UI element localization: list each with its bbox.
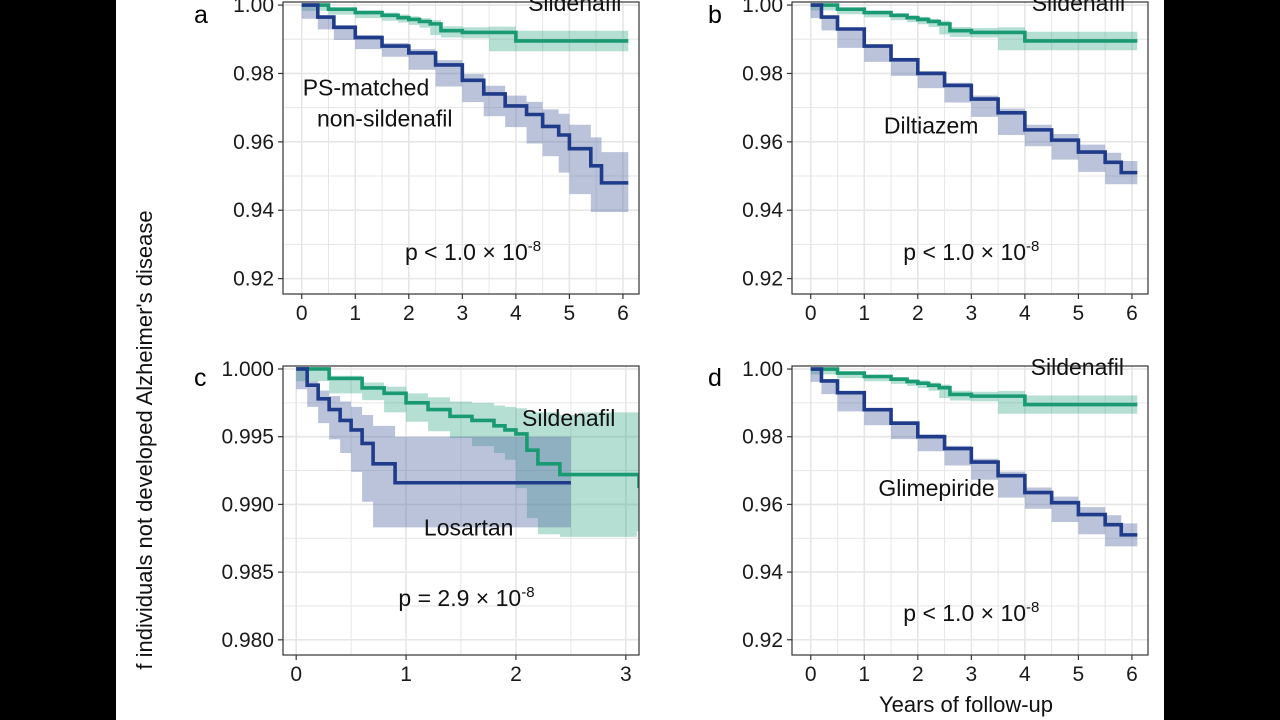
p-value-exponent: -8	[1026, 599, 1039, 616]
x-tick-label: 4	[1019, 663, 1031, 686]
y-tick-label: 0.94	[742, 561, 783, 584]
x-tick-label: 6	[1126, 663, 1138, 686]
plot-frame	[282, 1, 640, 295]
panels-layer: 0 1 2 3 4 5 6 1.00 0.98 0.96 0.94 0.92 a Sildenafil PS…	[194, 0, 1149, 686]
plot-content	[296, 367, 639, 537]
comparator-curve	[296, 367, 571, 485]
x-tick-label: 1	[858, 663, 870, 686]
sildenafil-curve	[810, 3, 1138, 43]
curve-label: Glimepiride	[878, 475, 994, 501]
x-tick-label: 2	[510, 663, 522, 686]
x-axis-title: Years of follow-up	[879, 692, 1053, 717]
y-tick-label: 0.98	[233, 62, 274, 85]
sildenafil-curve	[810, 367, 1138, 407]
x-tick-label: 6	[1126, 302, 1138, 325]
panel-letter: c	[194, 364, 207, 392]
plot-background	[792, 2, 1148, 294]
x-tick-label: 5	[1073, 663, 1085, 686]
curve-label: Sildenafil	[528, 0, 621, 16]
x-tick-label: 3	[456, 302, 468, 325]
y-tick-label: 0.98	[742, 426, 783, 449]
y-tick-label: 0.96	[742, 131, 783, 154]
x-tick-label: 2	[912, 302, 924, 325]
y-tick-label: 0.92	[742, 629, 783, 652]
y-tick-label: 1.00	[742, 358, 783, 381]
plot-frame	[791, 1, 1149, 295]
panel-a: 0 1 2 3 4 5 6 1.00 0.98 0.96 0.94 0.92 a Sildenafil PS…	[194, 0, 640, 325]
x-tick-label: 4	[510, 302, 522, 325]
curve-label: Sildenafil	[1032, 0, 1125, 16]
p-value-exponent: -8	[528, 238, 541, 255]
km-figure: 0 1 2 3 4 5 6 1.00 0.98 0.96 0.94 0.92 a Sildenafil PS…	[132, 0, 1149, 717]
p-value: p < 1.0 × 10-8	[903, 599, 1039, 626]
curve-label: PS-matched	[303, 75, 430, 101]
p-value-exponent: -8	[1026, 238, 1039, 255]
panel-c: 0 1 2 3 1.000 0.995 0.990 0.985 0.980 c Sildenafil…	[194, 358, 640, 686]
x-tick-label: 2	[912, 663, 924, 686]
curve-label: Losartan	[424, 515, 514, 541]
x-tick-label: 0	[805, 663, 817, 686]
p-value: p = 2.9 × 10-8	[398, 584, 534, 611]
comparator-curve	[301, 3, 629, 185]
p-value: p < 1.0 × 10-8	[405, 238, 541, 265]
y-tick-label: 0.96	[233, 131, 274, 154]
panel-d: 0 1 2 3 4 5 6 1.00 0.98 0.96 0.94 0.92 d Sildenafil Gl…	[708, 354, 1149, 686]
x-tick-label: 1	[400, 663, 412, 686]
plot-content	[810, 367, 1138, 547]
y-tick-label: 0.995	[221, 426, 274, 449]
gridlines	[283, 366, 639, 655]
comparator-ci-band	[296, 368, 571, 528]
y-tick-label: 0.96	[742, 493, 783, 516]
panel-b: 0 1 2 3 4 5 6 1.00 0.98 0.96 0.94 0.92 b Sildenafil Di…	[708, 0, 1149, 325]
panel-letter: b	[708, 1, 722, 29]
x-tick-label: 1	[349, 302, 361, 325]
x-tick-label: 5	[1073, 302, 1085, 325]
y-tick-label: 1.000	[221, 358, 274, 381]
sildenafil-curve	[296, 367, 639, 489]
curve-label: Sildenafil	[522, 405, 615, 431]
plot-frame	[282, 365, 640, 656]
x-tick-label: 5	[564, 302, 576, 325]
y-tick-label: 1.00	[233, 0, 274, 17]
comparator-curve	[810, 367, 1138, 537]
y-tick-label: 0.990	[221, 493, 274, 516]
x-tick-label: 1	[858, 302, 870, 325]
y-axis-title: f individuals not developed Alzheimer's …	[132, 210, 157, 669]
x-tick-label: 2	[403, 302, 415, 325]
p-value: p < 1.0 × 10-8	[903, 238, 1039, 265]
panel-letter: d	[708, 364, 722, 392]
x-tick-label: 3	[965, 302, 977, 325]
x-tick-label: 6	[617, 302, 629, 325]
plot-content	[810, 3, 1138, 185]
x-tick-label: 3	[965, 663, 977, 686]
plot-frame	[791, 365, 1149, 656]
curve-label: Diltiazem	[884, 112, 979, 138]
p-value-exponent: -8	[521, 584, 534, 601]
figure: 0 1 2 3 4 5 6 1.00 0.98 0.96 0.94 0.92 a Sildenafil PS…	[116, 0, 1164, 720]
y-tick-label: 0.980	[221, 629, 274, 652]
plot-content	[301, 3, 629, 212]
x-tick-label: 0	[290, 663, 302, 686]
panel-letter: a	[194, 1, 208, 29]
y-tick-label: 0.985	[221, 561, 274, 584]
curve-label: non-sildenafil	[317, 105, 453, 131]
y-tick-label: 1.00	[742, 0, 783, 17]
sildenafil-curve	[301, 3, 629, 43]
curve-label: Sildenafil	[1031, 354, 1124, 380]
comparator-curve	[810, 3, 1138, 175]
x-tick-label: 0	[296, 302, 308, 325]
y-tick-label: 0.92	[742, 268, 783, 291]
x-tick-label: 0	[805, 302, 817, 325]
y-tick-label: 0.92	[233, 268, 274, 291]
sildenafil-ci-band	[296, 368, 639, 537]
y-tick-label: 0.94	[233, 199, 274, 222]
plot-background	[792, 366, 1148, 655]
y-tick-label: 0.98	[742, 62, 783, 85]
x-tick-label: 3	[620, 663, 632, 686]
y-tick-label: 0.94	[742, 199, 783, 222]
x-tick-label: 4	[1019, 302, 1031, 325]
